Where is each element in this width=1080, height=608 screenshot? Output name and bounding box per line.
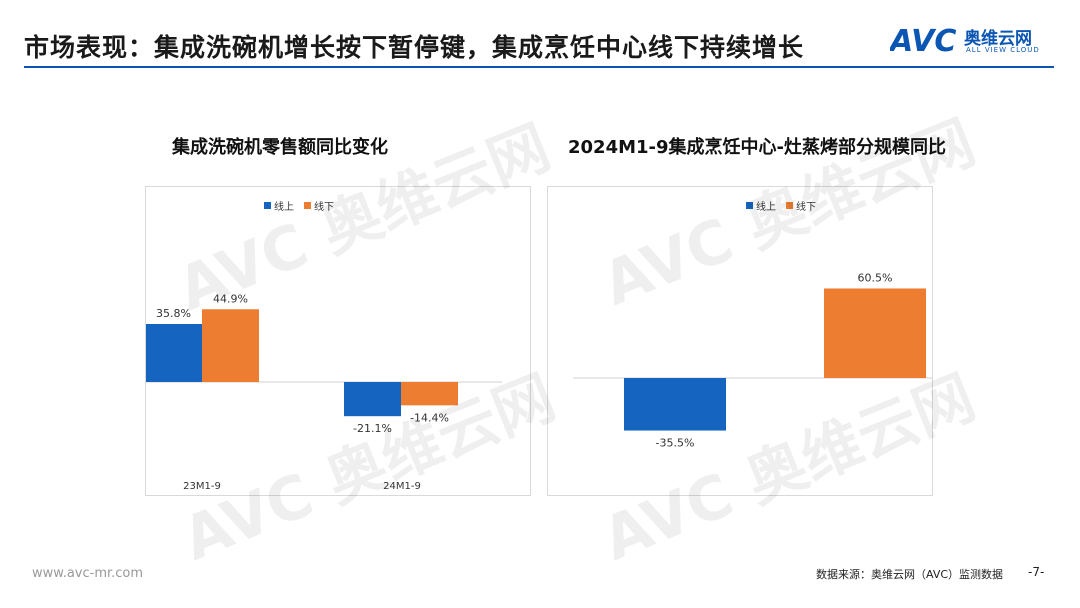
x-tick-label: 24M1-9 bbox=[383, 481, 421, 492]
page-title: 市场表现：集成洗碗机增长按下暂停键，集成烹饪中心线下持续增长 bbox=[24, 33, 805, 62]
avc-logo-icon: AVC bbox=[890, 24, 956, 56]
bar-offline-0 bbox=[202, 309, 259, 382]
header-divider bbox=[24, 66, 1054, 68]
avc-logo: AVC 奥维云网 ALL VIEW CLOUD bbox=[890, 22, 1060, 62]
bar-offline-1 bbox=[401, 382, 458, 406]
chart-1-legend: 线上 线下 bbox=[264, 198, 334, 213]
logo-mark-text: AVC bbox=[890, 24, 956, 56]
legend-item-offline: 线下 bbox=[304, 198, 334, 213]
x-tick-label: 23M1-9 bbox=[183, 481, 221, 492]
data-label: 60.5% bbox=[858, 271, 893, 284]
chart-1-panel: 线上 线下 35.8% 44.9% 23M1-9 -21.1% -14.4% 24M1-9 bbox=[145, 186, 531, 496]
page-number: -7- bbox=[1028, 565, 1045, 579]
chart-2-plot: -35.5% 60.5% bbox=[573, 271, 932, 450]
legend-swatch-online bbox=[264, 202, 271, 209]
bar-online-0 bbox=[146, 324, 202, 382]
bar-online-1 bbox=[344, 382, 401, 417]
footer-url: www.avc-mr.com bbox=[32, 566, 144, 581]
chart-1-title: 集成洗碗机零售额同比变化 bbox=[172, 137, 388, 158]
chart-2-panel: 线上 线下 -35.5% 60.5% bbox=[547, 186, 933, 496]
legend-label-online: 线上 bbox=[756, 202, 776, 213]
legend-item-offline: 线下 bbox=[786, 198, 816, 213]
data-label: -21.1% bbox=[353, 422, 392, 435]
legend-item-online: 线上 bbox=[264, 198, 294, 213]
footer-source: 数据来源：奥维云网（AVC）监测数据 bbox=[816, 568, 1004, 581]
legend-item-online: 线上 bbox=[746, 198, 776, 213]
data-label: -14.4% bbox=[410, 411, 449, 424]
legend-swatch-online bbox=[746, 202, 753, 209]
bar-offline-0 bbox=[824, 288, 926, 378]
legend-label-online: 线上 bbox=[274, 202, 294, 213]
logo-cn-text: 奥维云网 bbox=[964, 29, 1032, 49]
logo-en-text: ALL VIEW CLOUD bbox=[966, 46, 1040, 54]
data-label: -35.5% bbox=[656, 437, 695, 450]
data-label: 44.9% bbox=[213, 292, 248, 305]
legend-swatch-offline bbox=[304, 202, 311, 209]
chart-2-legend: 线上 线下 bbox=[746, 198, 816, 213]
legend-swatch-offline bbox=[786, 202, 793, 209]
bar-online-0 bbox=[624, 378, 726, 431]
data-label: 35.8% bbox=[156, 307, 191, 320]
legend-label-offline: 线下 bbox=[314, 202, 334, 213]
chart-1-plot: 35.8% 44.9% 23M1-9 -21.1% -14.4% 24M1-9 bbox=[146, 292, 502, 492]
chart-2-title: 2024M1-9集成烹饪中心-灶蒸烤部分规模同比 bbox=[568, 137, 946, 158]
legend-label-offline: 线下 bbox=[796, 202, 816, 213]
